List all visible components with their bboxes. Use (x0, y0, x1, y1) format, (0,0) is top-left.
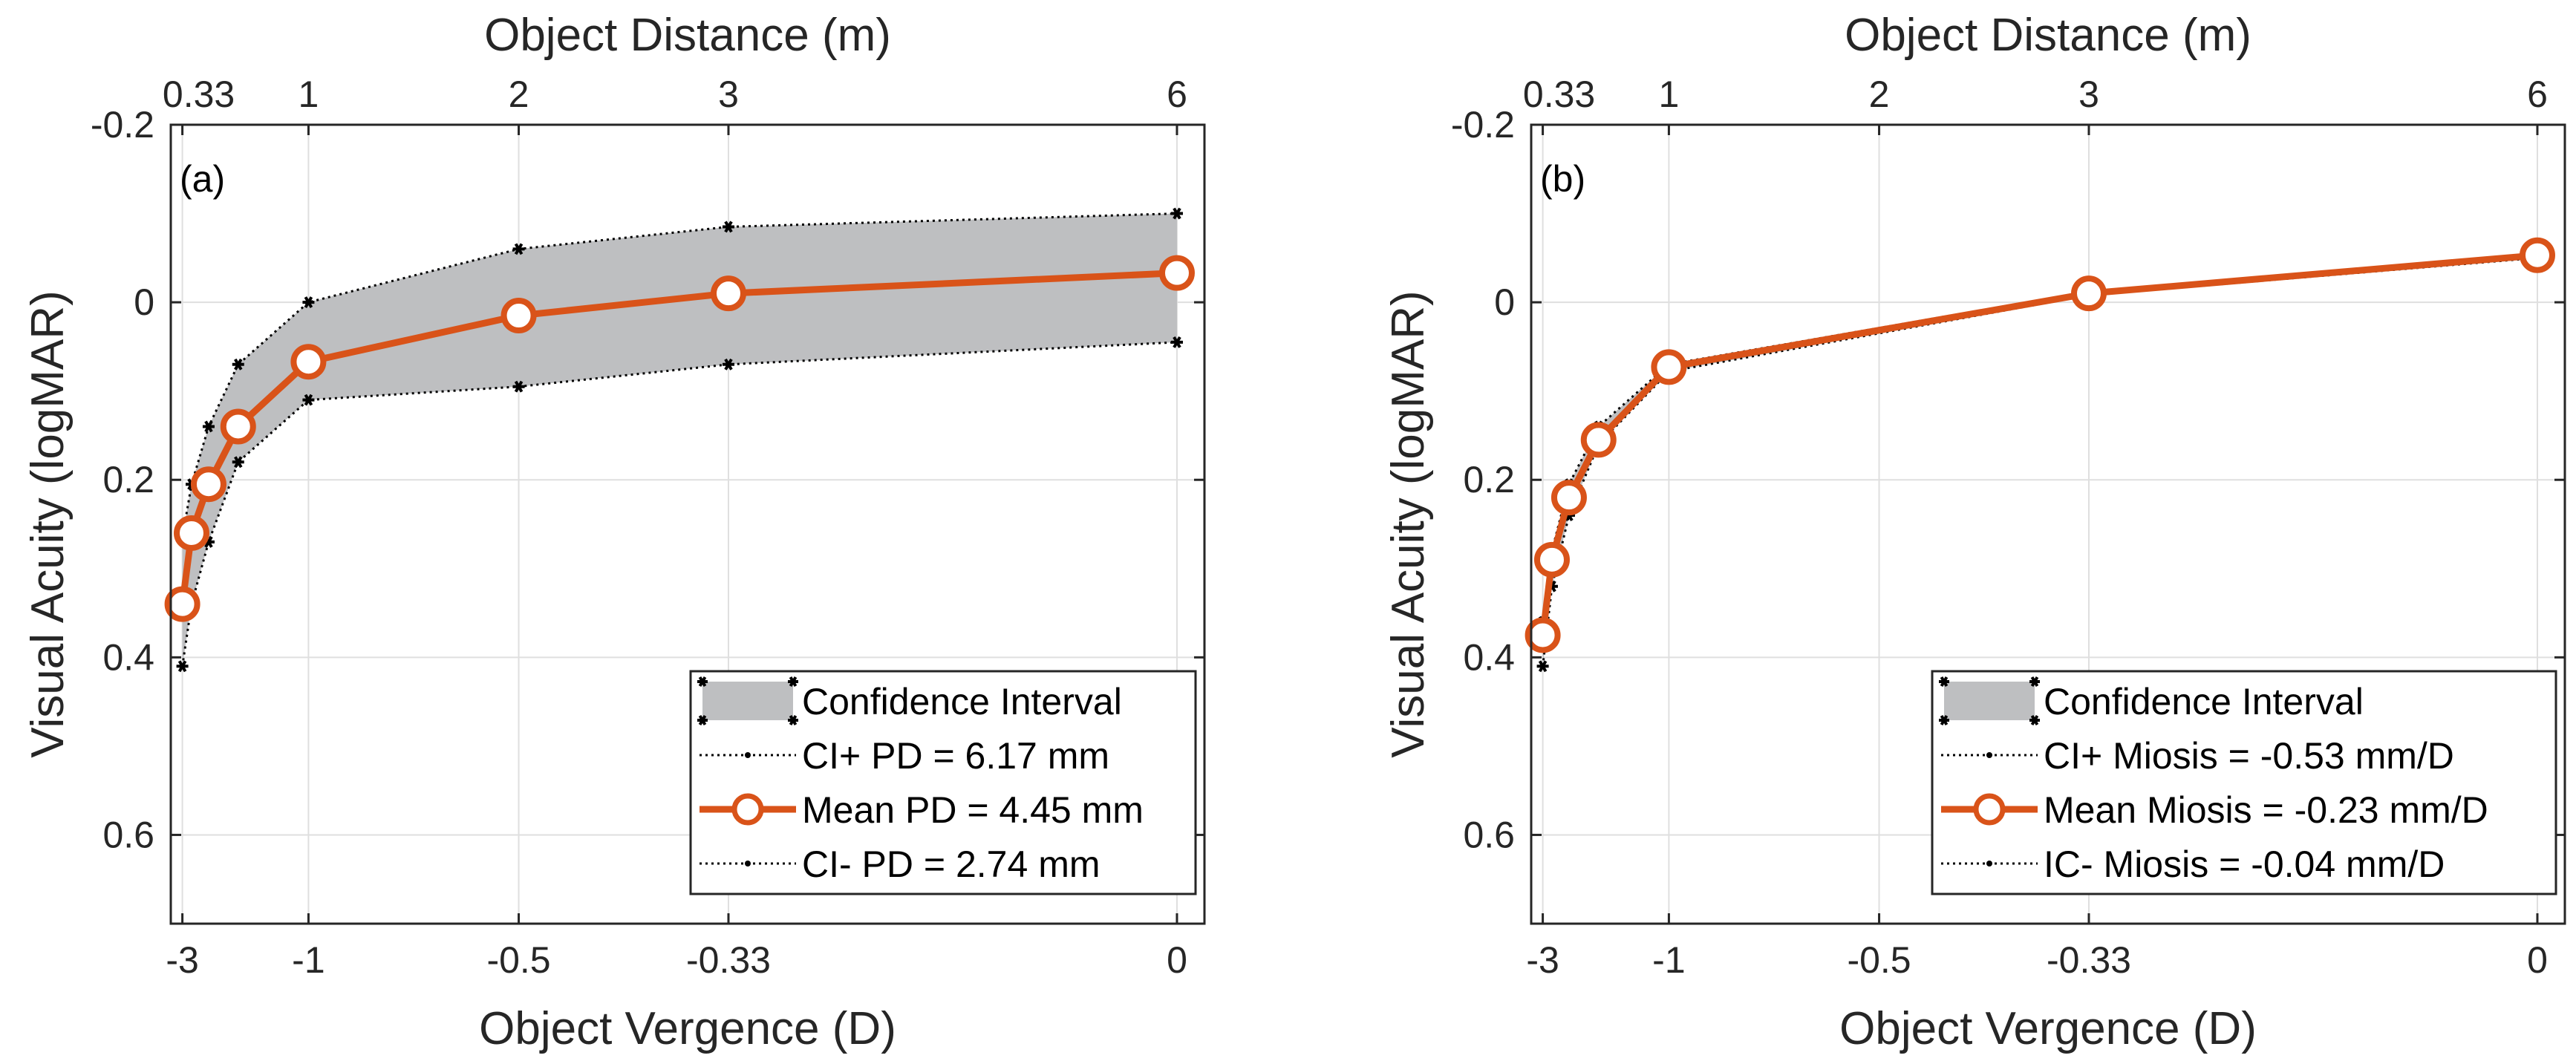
x2-tick-label-a-3: 3 (718, 74, 739, 115)
legend-b: Confidence Interval CI+ Miosis = -0.53 mm… (1931, 670, 2557, 895)
x2-tick-label-a-0: 0.33 (163, 74, 235, 115)
legend-swatch-band-a (702, 682, 793, 720)
legend-marker-ciplus-b (1986, 752, 1992, 758)
mean-point-a-1 (173, 515, 209, 551)
ci-plus-point-a-5 (512, 380, 525, 393)
y-tick-label-a-2: 0.2 (102, 459, 154, 500)
legend-marker-ciminus-b (1986, 861, 1992, 866)
x-tick-label-a-1: -1 (292, 939, 325, 981)
ci-minus-point-a-6 (722, 221, 734, 233)
x2-tick-label-b-2: 2 (1869, 74, 1890, 115)
legend-swatch-band-b (1944, 682, 2035, 720)
y-tick-label-b-1: 0 (1494, 281, 1515, 323)
ci-minus-point-a-7 (1170, 207, 1183, 220)
mean-point-b-5 (2070, 275, 2107, 312)
x-tick-label-b-3: -0.33 (2047, 939, 2131, 981)
mean-point-a-6 (710, 275, 746, 312)
legend-band-corner-a-1 (788, 676, 798, 688)
x2-axis-title-b: Object Distance (m) (1845, 10, 2251, 61)
x2-tick-label-b-1: 1 (1659, 74, 1680, 115)
x-tick-label-b-1: -1 (1652, 939, 1685, 981)
x2-tick-label-b-4: 6 (2527, 74, 2548, 115)
legend-marker-mean-b (1973, 793, 2006, 826)
mean-point-a-2 (190, 466, 226, 503)
x-tick-label-b-0: -3 (1526, 939, 1559, 981)
mean-point-b-1 (1533, 541, 1570, 578)
mean-point-b-2 (1551, 480, 1587, 516)
legend-band-corner-b-1 (2029, 676, 2040, 688)
legend-marker-ciplus-a (745, 752, 751, 758)
mean-point-b-4 (1651, 349, 1687, 385)
legend-marker-mean-a (731, 793, 764, 826)
legend-label-mean-a: Mean PD = 4.45 mm (802, 789, 1144, 831)
legend-label-band-a: Confidence Interval (802, 681, 1122, 722)
mean-point-a-5 (500, 298, 537, 334)
legend-marker-ciminus-a (745, 861, 751, 866)
panel-a-chart: -0.2 0 0.2 0.4 0.6 -3 -1 -0.5 -0.33 0 0.33 1 2 3 6 Obje… (22, 10, 1206, 1054)
legend-band-corner-b-2 (1939, 714, 1949, 726)
ci-plus-point-b-0 (1536, 660, 1549, 673)
panel-label-b: (b) (1540, 158, 1585, 200)
legend-band-corner-a-0 (697, 676, 708, 688)
legend-band-corner-a-2 (697, 714, 708, 726)
mean-point-a-3 (220, 408, 256, 445)
legend-label-mean-b: Mean Miosis = -0.23 mm/D (2044, 789, 2488, 831)
y-tick-label-a-0: -0.2 (91, 104, 154, 146)
mean-point-b-0 (1525, 617, 1561, 653)
ci-minus-point-a-4 (302, 296, 315, 309)
y-tick-label-a-3: 0.4 (102, 636, 154, 678)
legend-label-ciplus-a: CI+ PD = 6.17 mm (802, 735, 1109, 777)
ci-minus-point-a-3 (232, 358, 244, 371)
legend-box-b (1931, 670, 2557, 895)
x-axis-title-a: Object Vergence (D) (479, 1003, 896, 1054)
legend-label-ciminus-b: IC- Miosis = -0.04 mm/D (2044, 843, 2445, 885)
x-tick-label-b-2: -0.5 (1847, 939, 1911, 981)
mean-point-a-4 (290, 344, 327, 380)
panel-label-a: (a) (180, 158, 225, 200)
y-axis-title-b: Visual Acuity (logMAR) (1383, 290, 1434, 757)
legend-band-corner-b-0 (1939, 676, 1949, 688)
legend-a: Confidence Interval CI+ PD = 6.17 mm Mean … (689, 670, 1197, 895)
ci-plus-point-a-7 (1170, 336, 1183, 348)
x2-tick-label-a-4: 6 (1167, 74, 1187, 115)
y-axis-title-a: Visual Acuity (logMAR) (22, 290, 74, 757)
legend-band-corner-b-3 (2029, 714, 2040, 726)
x2-axis-title-a: Object Distance (m) (484, 10, 891, 61)
x-axis-title-b: Object Vergence (D) (1839, 1003, 2257, 1054)
x-tick-label-b-4: 0 (2527, 939, 2548, 981)
x-tick-label-a-3: -0.33 (686, 939, 771, 981)
ci-minus-point-a-2 (202, 420, 215, 433)
x-tick-label-a-4: 0 (1167, 939, 1187, 981)
mean-point-b-3 (1580, 422, 1617, 458)
ci-plus-point-a-4 (302, 394, 315, 406)
y-tick-label-b-0: -0.2 (1451, 104, 1515, 146)
y-tick-label-a-1: 0 (134, 281, 154, 323)
mean-point-a-7 (1158, 255, 1195, 291)
mean-point-a-0 (164, 586, 200, 622)
panel-b-chart: -0.2 0 0.2 0.4 0.6 -3 -1 -0.5 -0.33 0 0.33 1 2 3 6 Obje… (1383, 10, 2566, 1054)
y-tick-label-b-4: 0.6 (1463, 814, 1515, 855)
x2-tick-label-b-0: 0.33 (1523, 74, 1595, 115)
axes-box-a (169, 123, 1206, 925)
ci-minus-point-a-5 (512, 243, 525, 255)
legend-label-band-b: Confidence Interval (2044, 681, 2364, 722)
x2-tick-label-a-2: 2 (509, 74, 529, 115)
x2-tick-label-a-1: 1 (299, 74, 319, 115)
ci-plus-point-a-3 (232, 456, 244, 469)
legend-label-ciplus-b: CI+ Miosis = -0.53 mm/D (2044, 735, 2454, 777)
x-tick-label-a-2: -0.5 (486, 939, 550, 981)
mean-point-b-6 (2519, 237, 2555, 273)
x-tick-label-a-0: -3 (166, 939, 198, 981)
legend-label-ciminus-a: CI- PD = 2.74 mm (802, 843, 1100, 885)
x2-tick-label-b-3: 3 (2078, 74, 2099, 115)
ci-plus-point-a-0 (176, 660, 189, 673)
confidence-band-a (182, 213, 1177, 667)
axes-box-b (1530, 123, 2566, 925)
y-tick-label-b-3: 0.4 (1463, 636, 1515, 678)
legend-band-corner-a-3 (788, 714, 798, 726)
y-tick-label-a-4: 0.6 (102, 814, 154, 855)
ci-plus-point-a-6 (722, 358, 734, 371)
y-tick-label-b-2: 0.2 (1463, 459, 1515, 500)
